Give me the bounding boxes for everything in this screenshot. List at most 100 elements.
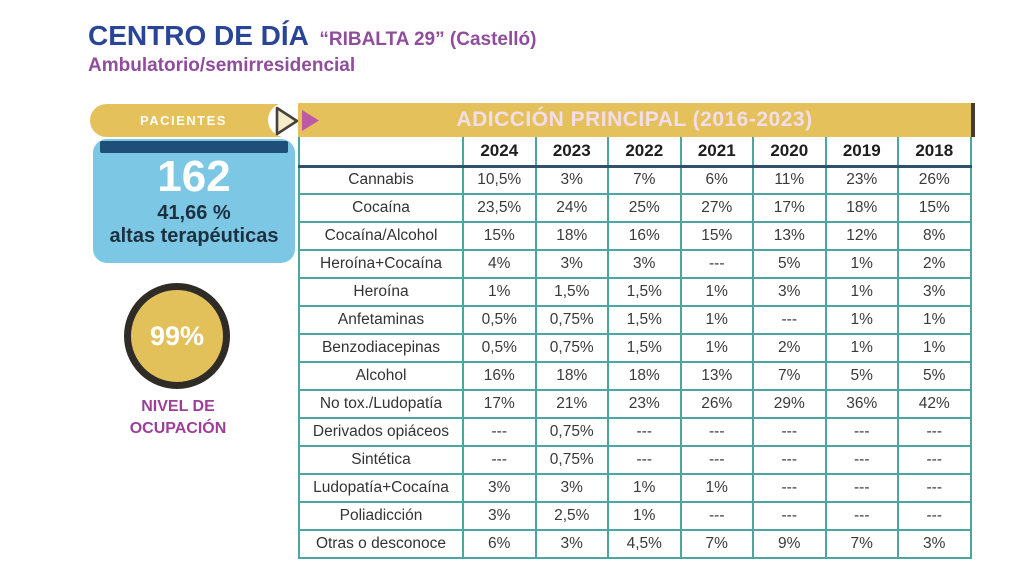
cell: 18% xyxy=(607,361,682,391)
page-title: CENTRO DE DÍA xyxy=(88,20,309,51)
cell: --- xyxy=(752,473,827,503)
altas-terapeuticas: 41,66 % altas terapéuticas xyxy=(93,202,295,248)
table-row: Heroína+Cocaína 4% 3% 3% --- 5% 1% 2% xyxy=(298,249,972,279)
cell: 4% xyxy=(462,249,537,279)
cell: 26% xyxy=(897,165,972,195)
year-header: 2021 xyxy=(679,137,754,168)
cell: --- xyxy=(462,417,537,447)
cell: 0,75% xyxy=(534,333,609,363)
substance-label: Cannabis xyxy=(298,165,464,195)
cell: 24% xyxy=(534,193,609,223)
cell: 1% xyxy=(824,333,899,363)
title-line: CENTRO DE DÍA “RIBALTA 29” (Castelló) xyxy=(88,20,536,52)
table-row: Heroína 1% 1,5% 1,5% 1% 3% 1% 3% xyxy=(298,277,972,307)
cell: 1% xyxy=(679,277,754,307)
arrow-right-solid-icon xyxy=(302,110,319,131)
cell: 2,5% xyxy=(534,501,609,531)
cell: 8% xyxy=(897,221,972,251)
cell: 6% xyxy=(462,529,537,559)
cell: 10,5% xyxy=(462,165,537,195)
occupancy-label: NIVEL DE OCUPACIÓN xyxy=(88,396,268,439)
addiction-table: 2024 2023 2022 2021 2020 2019 2018 Canna… xyxy=(298,137,972,559)
cell: 1,5% xyxy=(607,333,682,363)
table-row: Cocaína 23,5% 24% 25% 27% 17% 18% 15% xyxy=(298,193,972,223)
cell: 23,5% xyxy=(462,193,537,223)
cell: 0,5% xyxy=(462,333,537,363)
cell: --- xyxy=(752,501,827,531)
table-title: ADICCIÓN PRINCIPAL (2016-2023) xyxy=(456,108,813,131)
cell: --- xyxy=(824,445,899,475)
cell: --- xyxy=(462,445,537,475)
cell: 18% xyxy=(824,193,899,223)
cell: 13% xyxy=(752,221,827,251)
cell: 15% xyxy=(679,221,754,251)
page-subtitle: “RIBALTA 29” (Castelló) xyxy=(319,29,537,50)
cell: 7% xyxy=(607,165,682,195)
cell: 13% xyxy=(679,361,754,391)
substance-label: Benzodiacepinas xyxy=(298,333,464,363)
cell: 16% xyxy=(462,361,537,391)
cell: 3% xyxy=(897,529,972,559)
cell: --- xyxy=(679,249,754,279)
cell: 1,5% xyxy=(534,277,609,307)
title-block: CENTRO DE DÍA “RIBALTA 29” (Castelló) Am… xyxy=(88,20,536,77)
cell: 11% xyxy=(752,165,827,195)
year-header: 2022 xyxy=(607,137,682,168)
occupancy-label-line2: OCUPACIÓN xyxy=(129,419,227,437)
cell: 1% xyxy=(607,473,682,503)
table-row: Derivados opiáceos --- 0,75% --- --- ---… xyxy=(298,417,972,447)
page-subtitle-2: Ambulatorio/semirresidencial xyxy=(88,55,356,76)
cell: 1% xyxy=(607,501,682,531)
table-row: Benzodiacepinas 0,5% 0,75% 1,5% 1% 2% 1%… xyxy=(298,333,972,363)
cell: --- xyxy=(679,445,754,475)
cell: 42% xyxy=(897,389,972,419)
cell: 1% xyxy=(897,333,972,363)
cell: 3% xyxy=(462,501,537,531)
substance-label: Cocaína xyxy=(298,193,464,223)
cell: 23% xyxy=(607,389,682,419)
cell: --- xyxy=(752,305,827,335)
substance-label: Alcohol xyxy=(298,361,464,391)
cell: --- xyxy=(824,417,899,447)
table-row: Sintética --- 0,75% --- --- --- --- --- xyxy=(298,445,972,475)
cell: 25% xyxy=(607,193,682,223)
cell: --- xyxy=(607,417,682,447)
cell: 18% xyxy=(534,221,609,251)
cell: 3% xyxy=(534,249,609,279)
occupancy-circle: 99% xyxy=(124,283,230,389)
cell: 3% xyxy=(897,277,972,307)
cell: 12% xyxy=(824,221,899,251)
cell: 0,75% xyxy=(534,305,609,335)
cell: --- xyxy=(824,501,899,531)
cell: 17% xyxy=(462,389,537,419)
year-header: 2024 xyxy=(462,137,537,168)
cell: 1,5% xyxy=(607,277,682,307)
table-row: Otras o desconoce 6% 3% 4,5% 7% 9% 7% 3% xyxy=(298,529,972,559)
substance-label: Sintética xyxy=(298,445,464,475)
cell: 1% xyxy=(824,249,899,279)
year-header: 2019 xyxy=(824,137,899,168)
patients-count: 162 xyxy=(157,152,231,201)
cell: 9% xyxy=(752,529,827,559)
cell: --- xyxy=(897,417,972,447)
cell: 5% xyxy=(824,361,899,391)
cell: --- xyxy=(752,417,827,447)
altas-percentage: 41,66 % xyxy=(157,202,231,224)
cell: 3% xyxy=(607,249,682,279)
cell: 7% xyxy=(824,529,899,559)
cell: 5% xyxy=(752,249,827,279)
cell: 3% xyxy=(752,277,827,307)
cell: 26% xyxy=(679,389,754,419)
cell: 1,5% xyxy=(607,305,682,335)
cell: 2% xyxy=(752,333,827,363)
cell: 1% xyxy=(824,305,899,335)
cell: 1% xyxy=(679,333,754,363)
cell: 36% xyxy=(824,389,899,419)
cell: 1% xyxy=(897,305,972,335)
substance-label: Heroína+Cocaína xyxy=(298,249,464,279)
cell: 6% xyxy=(679,165,754,195)
cell: 17% xyxy=(752,193,827,223)
arrow-right-outline-icon xyxy=(275,106,299,136)
cell: 3% xyxy=(534,165,609,195)
cell: 2% xyxy=(897,249,972,279)
